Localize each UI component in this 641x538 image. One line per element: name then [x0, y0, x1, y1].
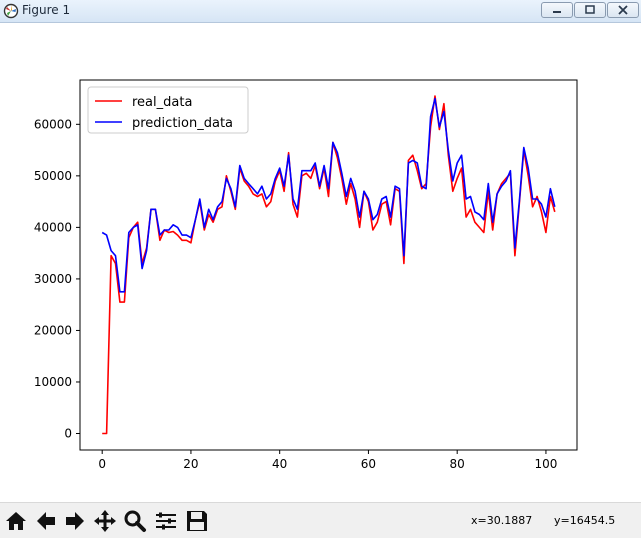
- forward-arrow-icon: [66, 512, 84, 530]
- x-tick-label: 100: [534, 457, 557, 471]
- home-icon: [6, 512, 26, 530]
- x-tick-label: 20: [183, 457, 198, 471]
- app-icon: [3, 3, 19, 19]
- close-icon: [618, 5, 628, 15]
- x-coordinate-readout: x=30.1887: [471, 514, 533, 527]
- x-tick-label: 80: [450, 457, 465, 471]
- back-arrow-icon: [37, 512, 55, 530]
- back-button[interactable]: [33, 508, 59, 534]
- close-button[interactable]: [607, 2, 639, 18]
- x-tick-label: 60: [361, 457, 376, 471]
- legend-label: prediction_data: [132, 116, 233, 131]
- title-bar: Figure 1: [0, 0, 641, 23]
- window-title: Figure 1: [22, 3, 71, 17]
- save-icon: [187, 511, 207, 531]
- legend-label: real_data: [132, 95, 192, 110]
- legend: [87, 86, 249, 134]
- x-tick-label: 40: [272, 457, 287, 471]
- plot-area: [79, 79, 578, 451]
- subplots-button[interactable]: [153, 508, 179, 534]
- zoom-button[interactable]: [122, 508, 148, 534]
- y-coordinate-readout: y=16454.5: [554, 514, 616, 527]
- y-tick-label: 50000: [34, 169, 72, 183]
- pan-icon: [94, 510, 116, 532]
- maximize-icon: [585, 5, 595, 14]
- zoom-icon: [124, 510, 146, 532]
- save-button[interactable]: [184, 508, 210, 534]
- series-line-real-data: [102, 95, 556, 435]
- y-tick-label: 60000: [34, 117, 72, 131]
- maximize-button[interactable]: [574, 2, 606, 18]
- y-tick-label: 20000: [34, 323, 72, 337]
- minimize-button[interactable]: [541, 2, 573, 18]
- y-tick-label: 40000: [34, 220, 72, 234]
- home-button[interactable]: [3, 508, 29, 534]
- navigation-toolbar: x=30.1887 y=16454.5: [0, 502, 641, 538]
- y-tick-label: 30000: [34, 272, 72, 286]
- series-line-prediction-data: [101, 97, 556, 293]
- forward-button[interactable]: [62, 508, 88, 534]
- pan-button[interactable]: [92, 508, 118, 534]
- subplots-icon: [156, 512, 176, 530]
- x-tick-label: 0: [98, 457, 106, 471]
- y-tick-label: 10000: [34, 375, 72, 389]
- y-tick-label: 0: [64, 427, 72, 441]
- line-chart[interactable]: 0 20 40 60 80 100 0 10000 20000 30000 40000 50000 60…: [0, 22, 641, 502]
- minimize-icon: [553, 11, 561, 13]
